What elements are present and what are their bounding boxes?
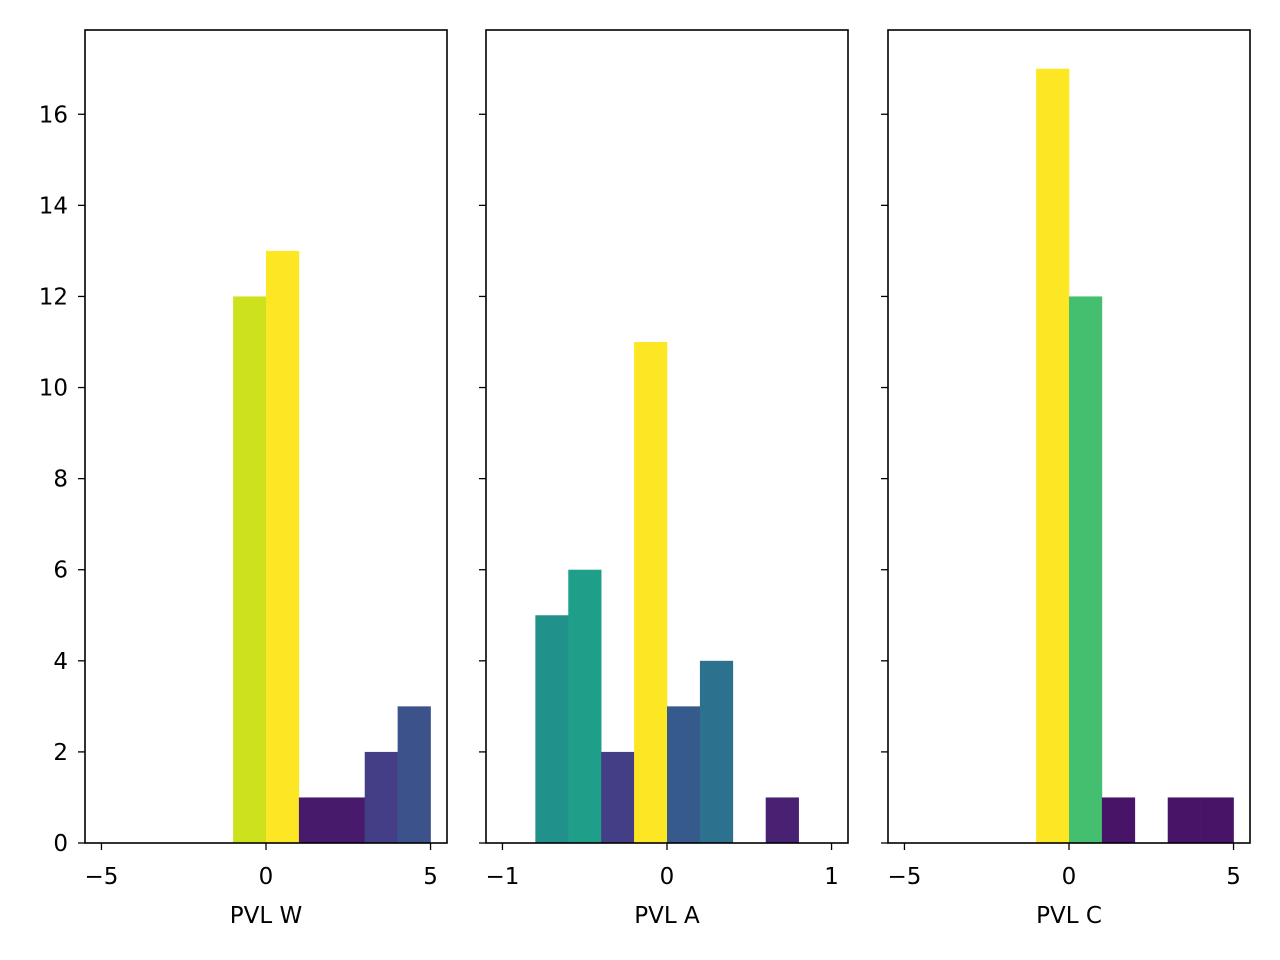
x-tick-label: −5 <box>85 864 119 890</box>
bar-group <box>233 250 431 843</box>
x-tick-label: 1 <box>824 864 839 890</box>
histogram-bar <box>765 797 799 843</box>
histogram-bar <box>1069 296 1103 843</box>
y-tick-label: 0 <box>53 831 68 857</box>
y-tick-label: 16 <box>39 102 68 128</box>
histogram-bar <box>298 797 333 843</box>
histogram-bar <box>1167 797 1201 843</box>
x-tick-label: 0 <box>1062 864 1077 890</box>
histogram-bar <box>699 660 734 843</box>
x-tick-label: 0 <box>259 864 274 890</box>
histogram-bar <box>667 706 701 843</box>
axes-frame <box>84 29 448 844</box>
x-axis-label: PVL A <box>634 903 700 929</box>
histogram-bar <box>1036 68 1070 843</box>
tick-group: −5 0 5 <box>881 113 1241 890</box>
axes-frame <box>887 29 1251 844</box>
histogram-bar <box>634 341 668 843</box>
y-tick-label: 14 <box>39 193 68 219</box>
histogram-bar <box>535 615 569 843</box>
histogram-bar <box>1200 797 1234 843</box>
histogram-bar <box>1101 797 1136 843</box>
y-tick-label: 10 <box>39 376 68 402</box>
axes-frame <box>485 29 849 844</box>
y-tick-label: 8 <box>53 467 68 493</box>
histogram-bar <box>601 751 635 843</box>
x-axis-label: PVL W <box>230 903 302 929</box>
histogram-bar <box>233 296 267 843</box>
tick-group: −5 0 5 0 2 4 6 8 10 12 14 16 <box>39 102 438 890</box>
x-tick-label: −5 <box>888 864 922 890</box>
bar-group <box>1036 68 1234 843</box>
subplot-pvl-a: −1 0 1 PVL A <box>479 29 849 929</box>
y-tick-label: 4 <box>53 649 68 675</box>
histogram-bar <box>266 250 300 843</box>
x-tick-label: 5 <box>423 864 438 890</box>
x-tick-label: 0 <box>660 864 675 890</box>
y-tick-label: 12 <box>39 284 68 310</box>
histogram-bar <box>397 706 431 843</box>
histogram-bar <box>331 797 366 843</box>
histogram-bar <box>364 751 398 843</box>
x-axis-label: PVL C <box>1036 903 1102 929</box>
x-tick-label: 5 <box>1226 864 1241 890</box>
subplot-pvl-w: −5 0 5 0 2 4 6 8 10 12 14 16 PVL W <box>39 29 448 929</box>
subplot-pvl-c: −5 0 5 PVL C <box>881 29 1251 929</box>
x-tick-label: −1 <box>486 864 520 890</box>
tick-group: −1 0 1 <box>479 113 839 890</box>
y-tick-label: 6 <box>53 558 68 584</box>
bar-group <box>535 341 799 843</box>
y-tick-label: 2 <box>53 740 68 766</box>
histogram-bar <box>568 569 602 843</box>
